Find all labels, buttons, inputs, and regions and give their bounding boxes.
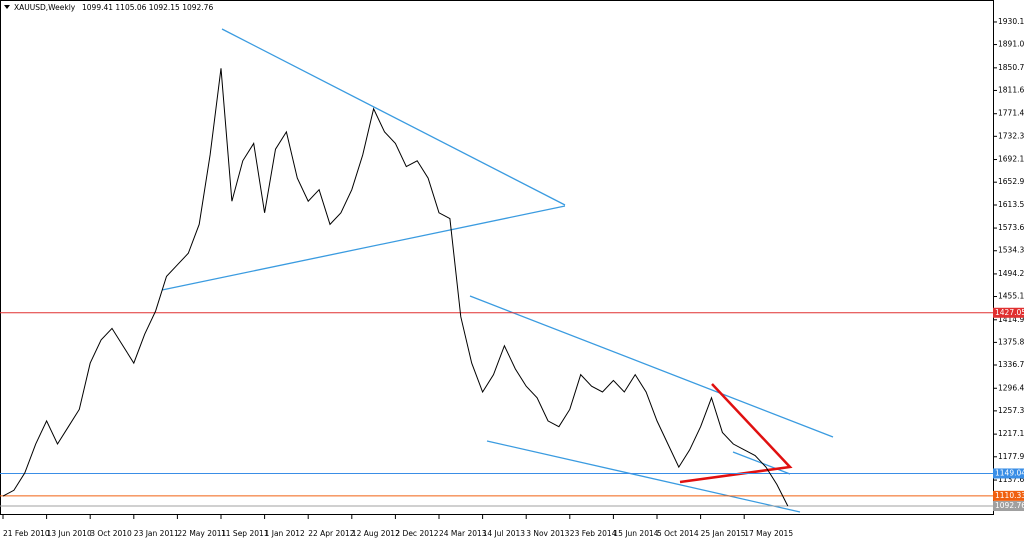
x-tick-label: 11 Sep 2011 <box>221 529 269 538</box>
chart-title: XAUUSD,Weekly <box>14 3 76 12</box>
y-tick-label: 1732.3 <box>998 131 1024 140</box>
y-tick-label: 1652.95 <box>998 177 1024 186</box>
price-tag <box>993 468 1024 479</box>
x-tick-label: 1 Jan 2012 <box>265 529 305 538</box>
triangle <box>679 383 793 484</box>
x-tick-label: 13 Jun 2010 <box>47 529 92 538</box>
x-tick-label: 14 Jul 2013 <box>483 529 526 538</box>
trend-line <box>486 440 801 513</box>
y-tick-label: 1771.4 <box>998 109 1024 118</box>
y-tick-label: 1336.7 <box>998 360 1024 369</box>
menu-arrow[interactable] <box>4 5 10 9</box>
trend-line <box>161 205 566 291</box>
y-tick-label: 1375.8 <box>998 337 1024 346</box>
y-tick-label: 1257.35 <box>998 406 1024 415</box>
x-tick-label: 15 Jun 2014 <box>613 529 658 538</box>
price-tag-label: 1092.76 <box>995 501 1024 510</box>
x-tick-label: 22 Apr 2012 <box>308 529 355 538</box>
y-tick-label: 1494.25 <box>998 269 1024 278</box>
x-tick-label: 23 Jan 2011 <box>134 529 179 538</box>
price-tag-label: 1427.05 <box>995 308 1024 317</box>
y-tick-label: 1891.05 <box>998 40 1024 49</box>
x-tick-label: 3 Nov 2013 <box>526 529 569 538</box>
y-tick-label: 1850.75 <box>998 63 1024 72</box>
x-tick-label: 2 Dec 2012 <box>395 529 438 538</box>
x-tick-label: 24 Mar 2013 <box>439 529 487 538</box>
x-tick-label: 25 Jan 2015 <box>701 529 746 538</box>
plot-frame <box>0 0 994 515</box>
y-tick-label: 1573.6 <box>998 223 1024 232</box>
drawings <box>161 28 834 513</box>
y-tick-label: 1930.1 <box>998 17 1024 26</box>
y-tick-label: 1296.45 <box>998 383 1024 392</box>
price-tag <box>993 307 1024 318</box>
y-tick-label: 1692.15 <box>998 155 1024 164</box>
trend-line <box>469 295 834 438</box>
price-tag <box>993 490 1024 501</box>
x-tick-label: 22 May 2011 <box>177 529 226 538</box>
price-tag-label: 1110.33 <box>995 491 1024 500</box>
y-tick-label: 1455.15 <box>998 292 1024 301</box>
y-tick-label: 1414.9 <box>998 315 1024 324</box>
y-tick-label: 1177.9 <box>998 452 1024 461</box>
trend-line <box>221 28 566 206</box>
price-line <box>2 68 789 507</box>
x-tick-label: 3 Oct 2010 <box>90 529 132 538</box>
x-tick-label: 5 Oct 2014 <box>657 529 699 538</box>
y-tick-label: 1217.1 <box>998 429 1024 438</box>
price-tag <box>993 501 1024 512</box>
ohlc: 1099.41 1105.06 1092.15 1092.76 <box>82 3 213 12</box>
y-tick-label: 1137.65 <box>998 475 1024 484</box>
x-tick-label: 21 Feb 2010 <box>3 529 50 538</box>
y-tick-label: 1534.35 <box>998 246 1024 255</box>
y-tick-label: 1613.5 <box>998 200 1024 209</box>
price-tag-label: 1149.04 <box>995 468 1024 477</box>
x-tick-label: 12 Aug 2012 <box>352 529 400 538</box>
y-tick-label: 1811.65 <box>998 85 1024 94</box>
x-tick-label: 23 Feb 2014 <box>570 529 617 538</box>
x-tick-label: 17 May 2015 <box>744 529 793 538</box>
